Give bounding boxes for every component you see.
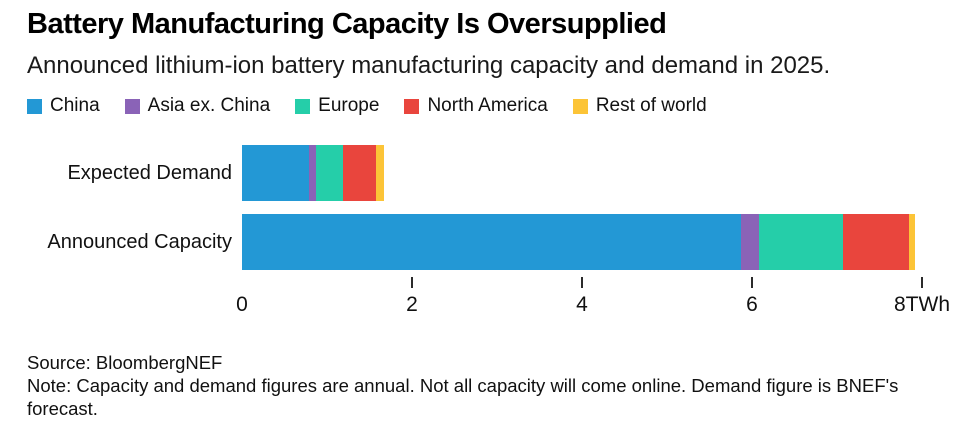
- bar-expected-demand: [242, 145, 922, 201]
- legend-item-rest-of-world: Rest of world: [572, 95, 707, 117]
- chart-title: Battery Manufacturing Capacity Is Oversu…: [27, 8, 667, 40]
- x-axis-label-8twh: 8TWh: [893, 293, 951, 316]
- bar-segment-china: [242, 214, 741, 270]
- bar-segment-europe: [315, 145, 344, 201]
- x-axis-label-2: 2: [406, 293, 418, 316]
- row-label-announced-capacity: Announced Capacity: [47, 230, 232, 253]
- x-axis-tick: [921, 277, 923, 288]
- legend-item-north-america: North America: [404, 95, 548, 117]
- bar-segment-asia-ex-china: [740, 214, 759, 270]
- row-label-expected-demand: Expected Demand: [67, 161, 232, 184]
- x-axis-label-0: 0: [236, 293, 248, 316]
- legend-swatch-asia-ex-china: [124, 98, 140, 114]
- legend-label: Asia ex. China: [147, 95, 271, 116]
- bar-segment-rest-of-world: [909, 214, 916, 270]
- legend-item-asia-ex-china: Asia ex. China: [124, 95, 271, 117]
- chart-subtitle: Announced lithium-ion battery manufactur…: [27, 52, 831, 79]
- legend-label: North America: [427, 95, 548, 116]
- legend-swatch-rest-of-world: [572, 98, 588, 114]
- bar-segment-asia-ex-china: [309, 145, 316, 201]
- x-axis-label-6: 6: [746, 293, 758, 316]
- legend-label: China: [50, 95, 100, 116]
- legend-swatch-china: [27, 98, 42, 114]
- footnote: Source: BloombergNEF Note: Capacity and …: [27, 351, 939, 420]
- x-axis-tick: [581, 277, 583, 288]
- bar-segment-rest-of-world: [376, 145, 384, 201]
- legend-label: Europe: [318, 95, 380, 116]
- x-axis-label-4: 4: [576, 293, 588, 316]
- legend-label: Rest of world: [595, 95, 707, 116]
- x-axis-tick: [751, 277, 753, 288]
- source-line: Source: BloombergNEF: [27, 352, 223, 373]
- legend-swatch-europe: [295, 98, 311, 114]
- legend-swatch-north-america: [404, 98, 420, 114]
- legend-item-china: China: [27, 95, 100, 117]
- legend-item-europe: Europe: [295, 95, 379, 117]
- bar-announced-capacity: [242, 214, 922, 270]
- legend: China Asia ex. China Europe North America Re…: [27, 95, 707, 117]
- bar-segment-north-america: [842, 214, 910, 270]
- bar-segment-north-america: [343, 145, 377, 201]
- bar-segment-china: [242, 145, 310, 201]
- x-axis-tick: [411, 277, 413, 288]
- bar-segment-europe: [758, 214, 843, 270]
- note-line: Note: Capacity and demand figures are an…: [27, 375, 899, 419]
